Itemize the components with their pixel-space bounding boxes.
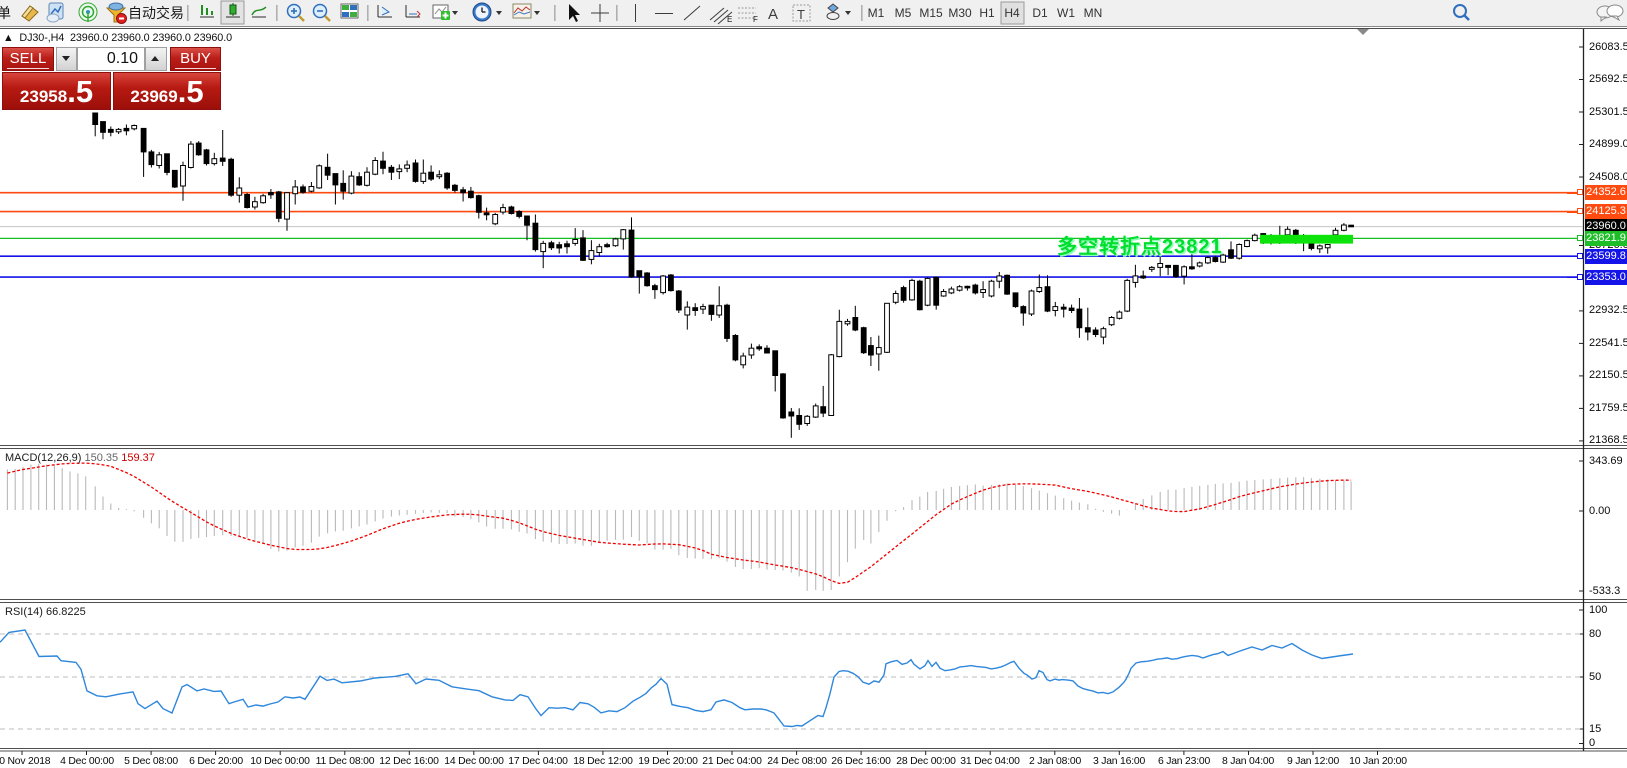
svg-text:D1: D1 bbox=[1032, 6, 1048, 20]
svg-text:单: 单 bbox=[0, 5, 11, 21]
svg-text:A: A bbox=[768, 6, 778, 23]
svg-text:M5: M5 bbox=[895, 6, 912, 20]
svg-text:T: T bbox=[797, 7, 805, 22]
svg-text:E: E bbox=[727, 15, 732, 24]
svg-text:自动交易: 自动交易 bbox=[128, 5, 184, 21]
svg-text:W1: W1 bbox=[1057, 6, 1075, 20]
svg-text:H4: H4 bbox=[1004, 6, 1020, 20]
svg-text:M30: M30 bbox=[948, 6, 972, 20]
svg-text:M15: M15 bbox=[919, 6, 943, 20]
svg-text:H1: H1 bbox=[979, 6, 995, 20]
svg-text:M1: M1 bbox=[868, 6, 885, 20]
svg-text:MN: MN bbox=[1084, 6, 1103, 20]
svg-text:F: F bbox=[753, 15, 758, 24]
